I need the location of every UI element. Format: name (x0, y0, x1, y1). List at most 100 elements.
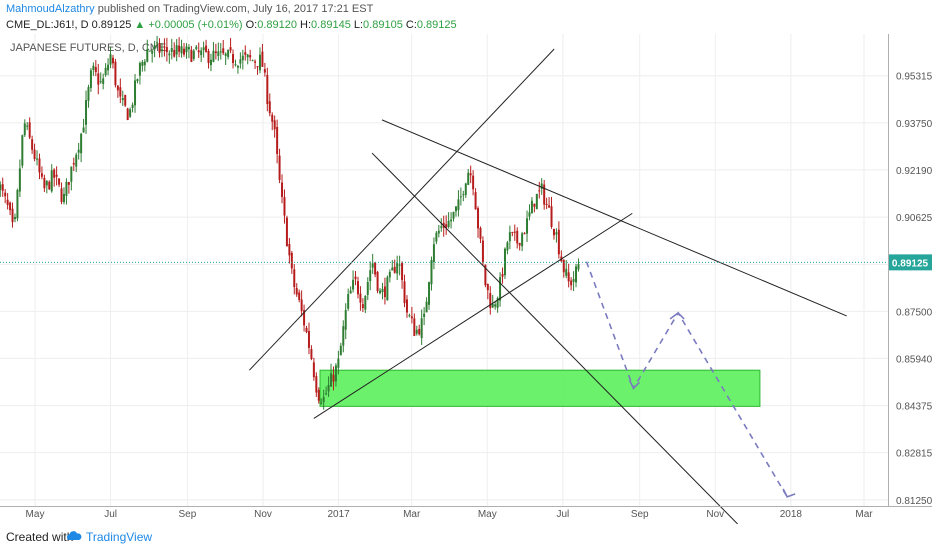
candle (102, 73, 105, 90)
candle (513, 224, 516, 241)
candle (347, 288, 350, 311)
price-chart[interactable]: JAPANESE FUTURES, D, CME 0.95315 0.93750 0… (0, 34, 932, 524)
candle (131, 102, 134, 113)
candle (114, 58, 117, 88)
trendline (381, 119, 847, 317)
candle (459, 187, 462, 206)
open-label: O: (242, 19, 258, 31)
candle (420, 309, 423, 345)
candle (200, 47, 203, 62)
candle (4, 189, 7, 204)
candle (33, 143, 36, 162)
tradingview-cloud-icon (66, 531, 82, 540)
candle (6, 193, 9, 210)
candle (65, 178, 68, 205)
candle (136, 78, 139, 84)
last-price-label: 0.89125 (892, 258, 929, 269)
candle (374, 261, 377, 278)
candle (342, 320, 345, 353)
candle (361, 298, 364, 313)
candle (273, 115, 276, 138)
candle (379, 287, 382, 295)
candle (50, 164, 53, 193)
candle (276, 119, 279, 164)
symbol-info: CME_DL:J61!, D 0.89125 ▲ +0.00005 (+0.01… (6, 19, 457, 31)
support-zone (319, 369, 761, 407)
candle (146, 39, 149, 63)
candle (16, 188, 19, 222)
x-tick-label: May (478, 509, 497, 520)
candle (80, 132, 83, 163)
candle (92, 62, 95, 76)
author-link[interactable]: MahmoudAlzathry (6, 3, 95, 15)
candle (151, 48, 154, 63)
candle (28, 117, 31, 140)
candle (332, 366, 335, 391)
candle (562, 259, 565, 278)
candle (26, 122, 29, 131)
candle (58, 178, 61, 188)
candle (339, 342, 342, 356)
candle (479, 226, 482, 243)
candle (251, 59, 254, 62)
candle (205, 39, 208, 53)
candle (143, 58, 146, 72)
candle (109, 46, 112, 69)
candle (327, 376, 330, 397)
candle (126, 107, 129, 121)
candle (523, 232, 526, 235)
candle (232, 49, 235, 69)
candle (452, 211, 455, 222)
candle (552, 228, 555, 240)
open-value: 0.89120 (257, 19, 297, 31)
tradingview-brand[interactable]: TradingView (86, 530, 153, 544)
candle (567, 263, 570, 288)
candle (376, 270, 379, 294)
candle (254, 59, 257, 69)
candle (75, 152, 78, 173)
candle (38, 153, 41, 180)
candle (560, 250, 563, 263)
candle (183, 43, 186, 57)
candle (48, 180, 51, 190)
candle (499, 272, 502, 307)
trendline (371, 152, 738, 524)
candle (535, 193, 538, 210)
candle (116, 84, 119, 98)
candle (386, 275, 389, 301)
close-label: C: (402, 19, 417, 31)
candle (214, 43, 217, 60)
candle (540, 178, 543, 195)
low-label: L: (350, 19, 364, 31)
y-tick-label: 0.93750 (896, 119, 932, 130)
candle (486, 283, 489, 300)
candle (170, 38, 173, 60)
candle (185, 43, 188, 59)
candle (303, 304, 306, 332)
candle (271, 112, 274, 131)
candle (543, 179, 546, 210)
candle (246, 53, 249, 65)
candle (134, 73, 137, 113)
close-value: 0.89125 (416, 19, 457, 31)
candle (381, 282, 384, 300)
price-change: ▲ +0.00005 (+0.01%) (131, 19, 243, 31)
candle (481, 236, 484, 266)
candle (506, 240, 509, 255)
candle (85, 90, 88, 134)
candle (496, 296, 499, 313)
candle (450, 212, 453, 229)
candle (0, 181, 2, 198)
x-tick-label: 2017 (327, 509, 350, 520)
candle (43, 174, 46, 193)
axes: 0.953150.937500.921900.906250.890600.875… (0, 34, 932, 520)
candle (467, 168, 470, 186)
candle (229, 37, 232, 54)
candle (241, 49, 244, 70)
candle (557, 221, 560, 259)
candle (526, 210, 529, 242)
candle (356, 276, 359, 299)
candle (572, 271, 575, 292)
x-tick-label: Nov (254, 509, 272, 520)
candle (293, 264, 296, 295)
